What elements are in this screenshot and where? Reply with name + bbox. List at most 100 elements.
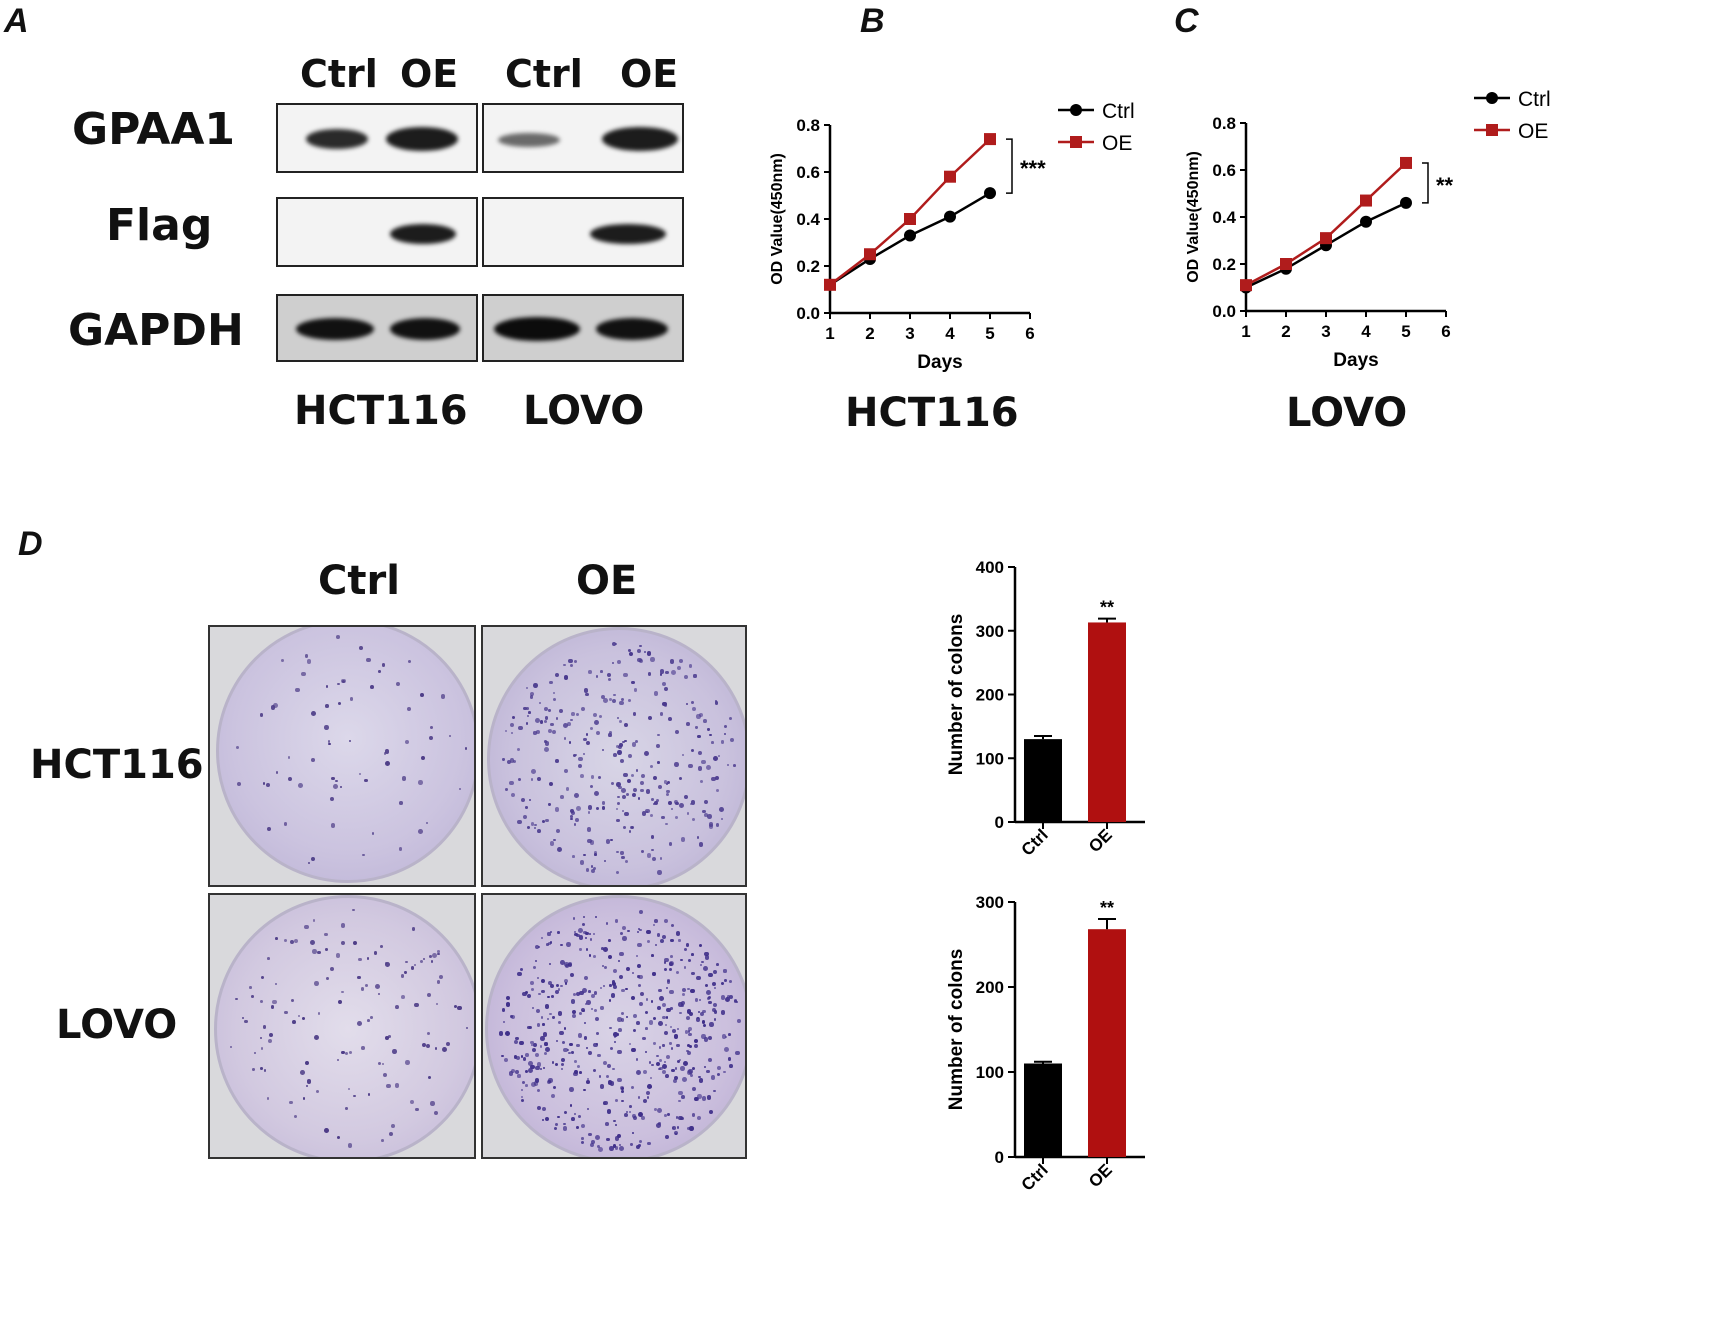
colony-dot	[660, 938, 664, 943]
colony-dot	[622, 936, 627, 941]
colony-dot	[723, 732, 726, 735]
colony-dot	[555, 717, 559, 721]
colony-dot	[713, 1010, 718, 1014]
colony-dot	[333, 784, 339, 789]
colony-dot	[534, 944, 539, 949]
colony-dot	[574, 1112, 577, 1115]
colony-dot	[656, 1006, 661, 1011]
y-tick-label: 0	[995, 813, 1004, 832]
colony-dot	[681, 1077, 687, 1082]
wb-column-label: Ctrl	[300, 52, 378, 96]
colony-dot	[655, 799, 659, 803]
colony-dot	[532, 965, 537, 969]
colony-dot	[568, 1051, 571, 1054]
colony-dot	[669, 1025, 672, 1029]
x-tick-label: OE	[1085, 825, 1116, 856]
colony-dot	[616, 745, 619, 749]
colony-dot	[665, 822, 668, 826]
colony-dot	[673, 1034, 679, 1039]
colony-dot	[620, 788, 626, 794]
colony-dot	[335, 780, 338, 783]
y-tick-label: 100	[976, 1063, 1004, 1082]
colony-dot	[336, 634, 341, 639]
colony-dot	[713, 756, 719, 762]
colony-dot	[707, 728, 710, 731]
colony-dot	[429, 725, 433, 729]
colony-dot	[520, 1098, 525, 1103]
colony-dot	[706, 1069, 710, 1073]
colony-dot	[591, 868, 596, 874]
legend-marker	[1070, 136, 1082, 148]
colony-dot	[548, 709, 551, 712]
colony-dot	[410, 966, 415, 970]
colony-dot	[268, 1032, 274, 1038]
colony-dot	[714, 700, 718, 703]
colony-dot	[709, 1022, 714, 1027]
colony-dot	[458, 787, 462, 791]
colony-dot	[530, 1040, 534, 1045]
colony-dot	[708, 1036, 713, 1041]
colony-dot	[670, 659, 675, 664]
colony-dot	[384, 1036, 389, 1040]
colony-dot	[598, 714, 603, 719]
colony-dot	[669, 989, 675, 995]
colony-dot	[536, 776, 541, 782]
colony-dot	[328, 740, 331, 743]
colony-dot	[325, 948, 329, 952]
growth-chart-lovo: 0.0 0.2 0.4 0.6 0.8 1 2 3 4 5 6 Days OD Value(450nm)…	[1185, 88, 1551, 371]
culture-dish	[214, 895, 474, 1157]
colony-dot	[659, 673, 662, 676]
colony-dot	[572, 917, 576, 920]
colony-dot	[350, 697, 354, 701]
colony-dot	[587, 805, 593, 810]
colony-dot	[674, 762, 679, 767]
colony-dot	[590, 994, 595, 998]
colony-dot	[689, 803, 692, 806]
colony-dot	[592, 867, 597, 871]
colony-dot	[719, 806, 725, 812]
colony-dot	[704, 951, 709, 956]
colony-dot	[560, 984, 563, 988]
colony-dot	[563, 1122, 566, 1126]
colony-dot	[583, 853, 586, 857]
colony-dot	[522, 991, 527, 997]
colony-dot	[314, 1035, 320, 1040]
colony-dot	[613, 753, 617, 757]
colony-dot	[696, 714, 701, 719]
colony-dot	[538, 701, 542, 705]
colony-dot	[574, 753, 578, 757]
colony-dot	[672, 1028, 677, 1033]
colony-dot	[691, 953, 694, 956]
colony-dot	[569, 1042, 573, 1047]
colony-dot	[554, 990, 559, 995]
blot-flag-hct116	[276, 197, 478, 267]
colony-dot	[384, 961, 388, 965]
colony-dot	[651, 954, 654, 957]
colony-dot	[419, 692, 424, 697]
colony-dot	[666, 978, 670, 982]
colony-dot	[576, 806, 581, 812]
colony-dot	[611, 781, 615, 786]
colony-dot	[539, 719, 544, 724]
colony-dot	[668, 716, 673, 721]
colony-dot	[617, 716, 620, 720]
colony-dot	[687, 763, 693, 769]
colony-dot	[579, 860, 585, 865]
colony-dot	[646, 929, 651, 935]
colony-dot	[435, 1002, 439, 1006]
colony-dot	[715, 823, 720, 827]
colony-dot	[670, 1007, 673, 1010]
colony-dot	[675, 1116, 678, 1119]
colony-dot	[574, 932, 578, 937]
colony-dot	[337, 1000, 343, 1005]
colony-dot	[592, 932, 595, 935]
colony-dot	[696, 836, 700, 840]
colony-dot	[530, 778, 534, 781]
colony-dot	[543, 1052, 547, 1056]
colony-dot	[544, 1042, 548, 1046]
legend-label: Ctrl	[1102, 100, 1135, 123]
colony-dot	[528, 799, 532, 802]
colony-dot	[383, 752, 386, 755]
colony-dot	[546, 943, 549, 946]
colony-dot	[737, 1019, 742, 1024]
